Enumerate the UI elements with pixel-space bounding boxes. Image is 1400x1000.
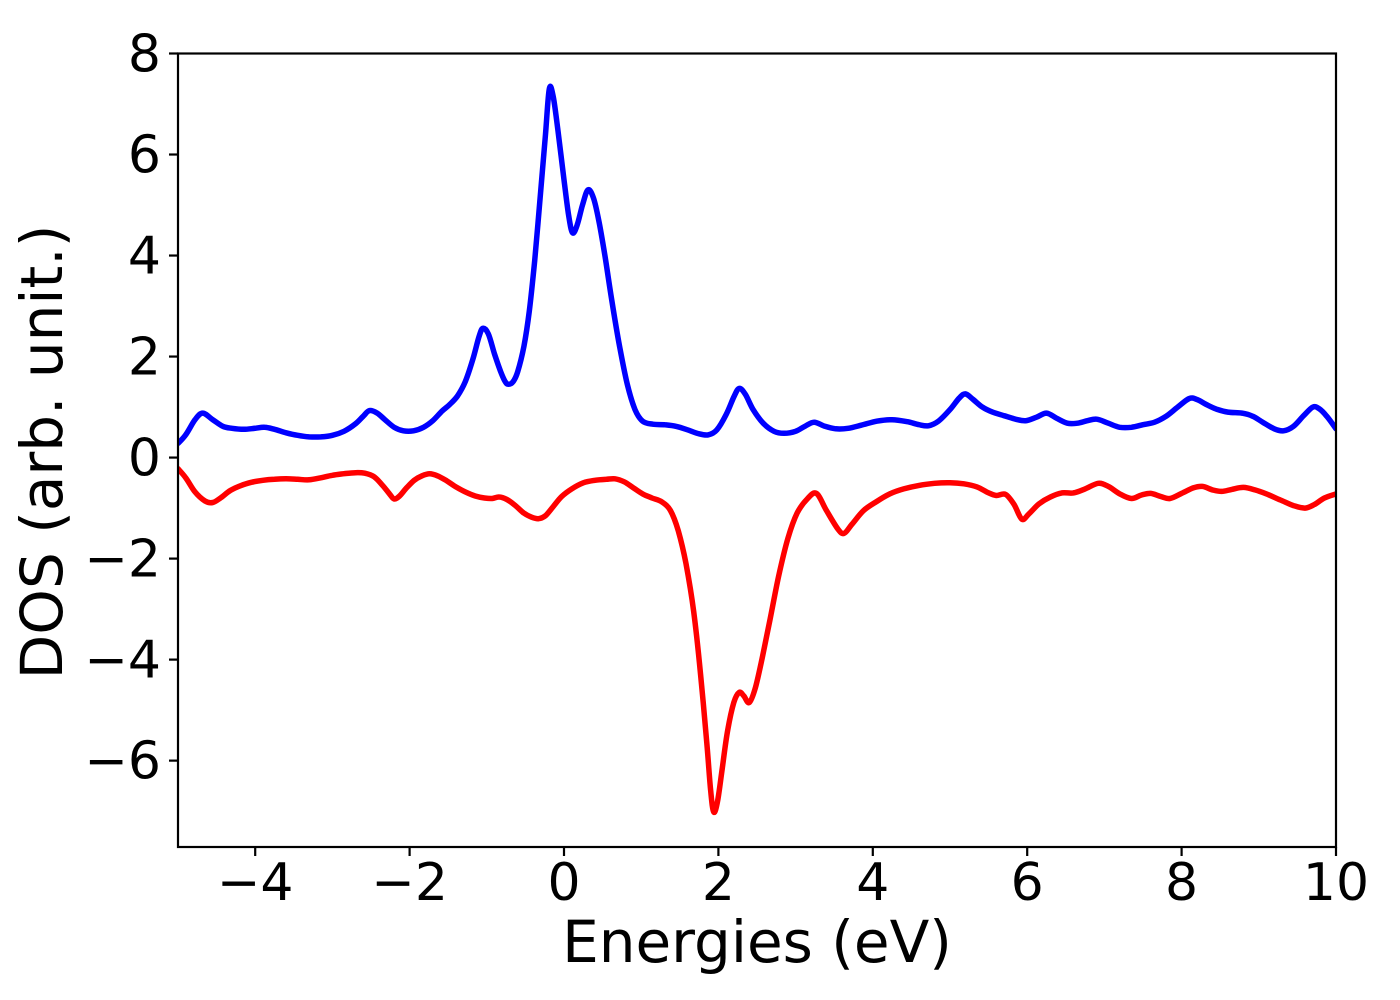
- x-tick-label: −4: [217, 853, 294, 913]
- red-curve-spin-down: [178, 465, 1336, 816]
- y-tick-label: 6: [128, 126, 161, 186]
- x-tick-label: 0: [547, 853, 580, 913]
- y-tick-label: 4: [128, 227, 161, 287]
- x-tick-label: 10: [1303, 853, 1369, 913]
- x-tick-label: 2: [702, 853, 735, 913]
- plot-area: [178, 83, 1336, 816]
- y-tick-label: 0: [128, 429, 161, 489]
- x-tick-label: 4: [856, 853, 889, 913]
- x-tick-label: 6: [1011, 853, 1044, 913]
- plot-frame: [176, 52, 1338, 849]
- y-tick-label: −6: [84, 732, 161, 792]
- y-tick-label: 2: [128, 328, 161, 388]
- y-tick-label: −4: [84, 631, 161, 691]
- blue-curve-spin-up: [178, 83, 1336, 447]
- y-tick-label: 8: [128, 25, 161, 85]
- y-tick-label: −2: [84, 530, 161, 590]
- x-tick-label: −2: [371, 853, 448, 913]
- x-axis-label: Energies (eV): [562, 908, 952, 976]
- x-tick-label: 8: [1165, 853, 1198, 913]
- y-axis-label: DOS (arb. unit.): [8, 225, 76, 680]
- axis-ticks: −4 −2 0 2 4 6 8 10 −6 −4 −2 0 2 4 6 8: [84, 25, 1369, 914]
